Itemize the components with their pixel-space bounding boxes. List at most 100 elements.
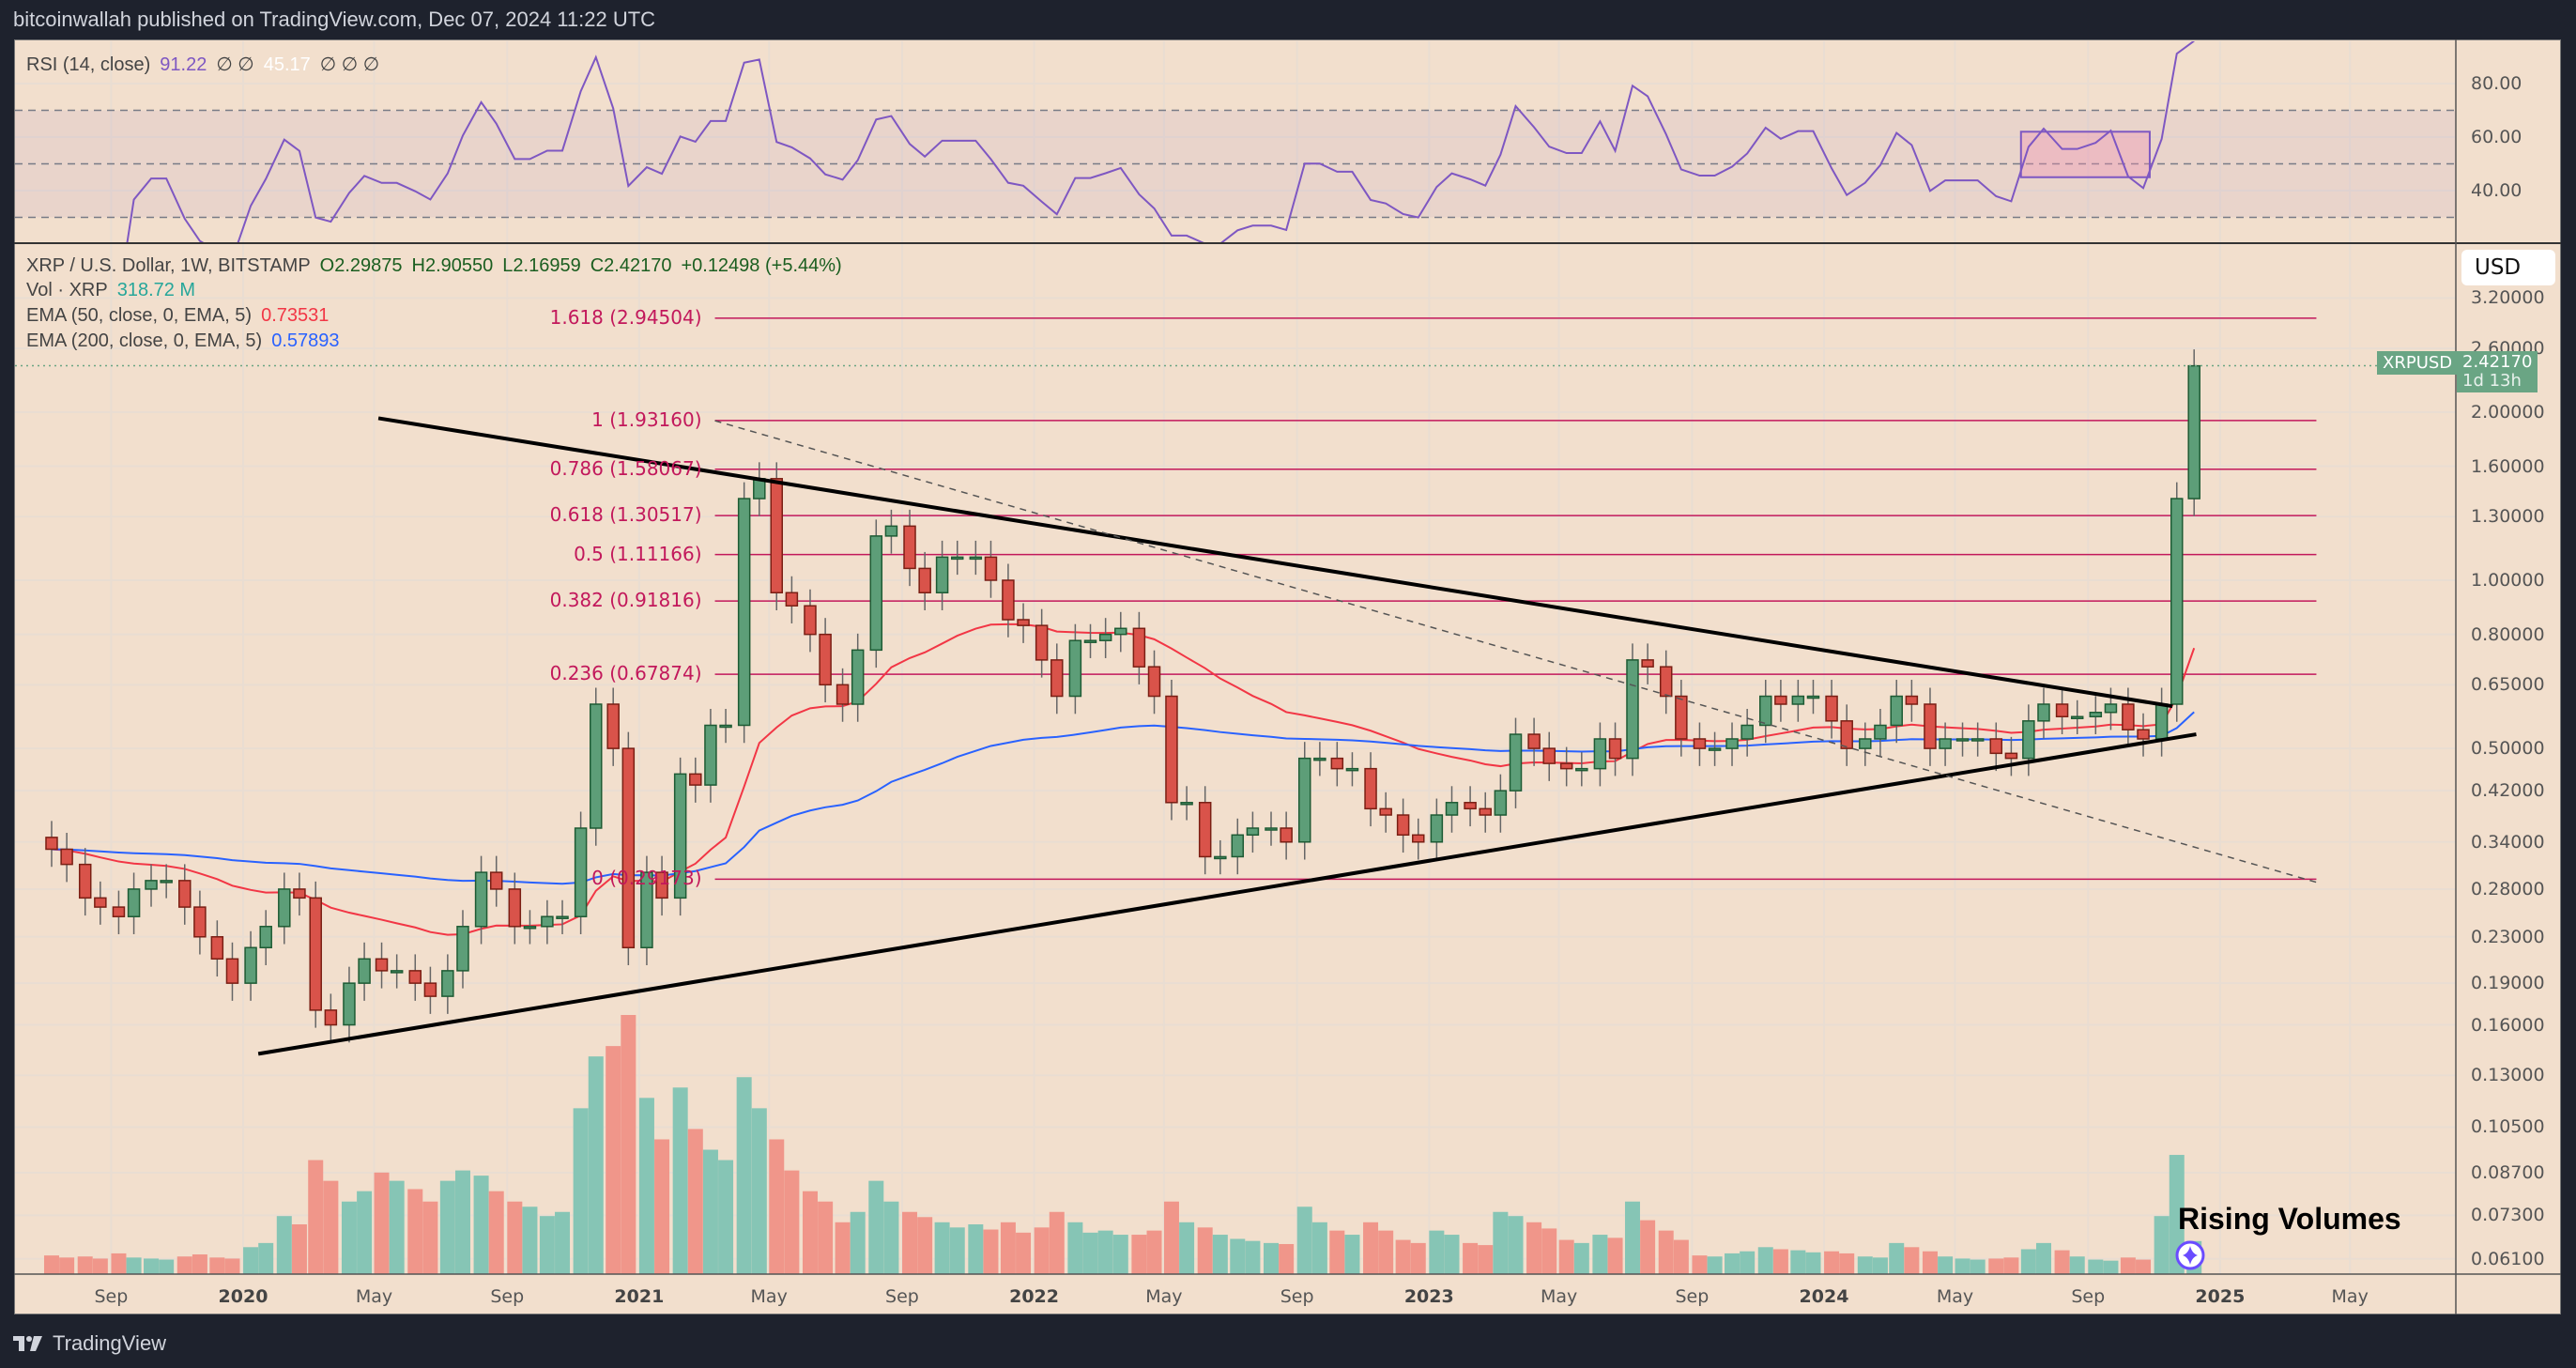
volume-bar <box>276 1216 292 1274</box>
volume-bar <box>1197 1227 1213 1274</box>
currency-button[interactable]: USD <box>2461 250 2555 285</box>
candle <box>309 897 322 1011</box>
volume-bar <box>126 1257 142 1274</box>
candle <box>903 525 916 570</box>
volume-bar <box>621 1015 636 1274</box>
candle <box>1890 695 1903 727</box>
ema50-label: EMA (50, close, 0, EMA, 5) <box>26 305 253 326</box>
candle <box>112 906 126 917</box>
candle <box>1083 639 1097 643</box>
volume-bar <box>243 1247 259 1274</box>
candle <box>869 535 883 652</box>
candle <box>704 724 717 786</box>
price-tick-label: 1.00000 <box>2471 570 2545 591</box>
volume-bar <box>1938 1256 1954 1274</box>
time-tick-label: 2020 <box>218 1286 268 1307</box>
candle <box>969 556 983 561</box>
candle <box>489 871 503 890</box>
ema50-legend[interactable]: EMA (50, close, 0, EMA, 5) 0.73531 <box>26 305 338 327</box>
volume-label: Vol · XRP <box>26 280 108 300</box>
time-tick-label: May <box>2331 1286 2369 1307</box>
volume-bar <box>1410 1242 1426 1274</box>
fib-level-label: 0 (0.29173) <box>591 867 702 890</box>
candle <box>1246 827 1260 837</box>
rising-volumes-icon[interactable] <box>2175 1240 2205 1270</box>
volume-bar <box>638 1098 654 1274</box>
candle <box>673 773 687 899</box>
time-tick-label: 2022 <box>1009 1286 1060 1307</box>
volume-bar <box>92 1258 108 1274</box>
volume-bar <box>439 1180 455 1274</box>
candle <box>60 848 73 866</box>
candle <box>1626 659 1639 760</box>
candle <box>2022 720 2035 760</box>
candle <box>851 649 865 705</box>
rsi-range-box <box>2019 131 2151 178</box>
candle <box>1989 738 2003 755</box>
rsi-null-values-2: ∅ ∅ ∅ <box>319 54 380 75</box>
volume-bar <box>1805 1252 1821 1274</box>
volume-legend[interactable]: Vol · XRP 318.72 M <box>26 280 205 301</box>
candle <box>1068 639 1082 698</box>
price-tick-label: 0.19000 <box>2471 973 2545 994</box>
symbol-legend[interactable]: XRP / U.S. Dollar, 1W, BITSTAMP O2.29875 H… <box>26 255 851 277</box>
price-tick-label: 1.30000 <box>2471 506 2545 528</box>
candle <box>689 773 702 786</box>
volume-bar <box>1839 1253 1855 1274</box>
volume-bar <box>1790 1250 1806 1274</box>
candle <box>2154 703 2169 740</box>
volume-bar <box>144 1258 160 1274</box>
volume-bar <box>1872 1257 1888 1274</box>
candle <box>1430 814 1444 843</box>
volume-bar <box>224 1258 240 1274</box>
rsi-tick-label: 80.00 <box>2471 73 2522 94</box>
candle <box>1859 738 1872 749</box>
candle <box>2170 498 2184 705</box>
candle <box>1509 733 1523 792</box>
price-tick-label: 0.50000 <box>2471 738 2545 760</box>
candle <box>640 871 653 949</box>
volume-bar <box>1493 1211 1509 1274</box>
candle <box>2004 752 2018 760</box>
volume-bar <box>1067 1222 1083 1274</box>
volume-bar <box>2120 1257 2136 1274</box>
candle <box>408 970 422 984</box>
time-tick-label: May <box>750 1286 788 1307</box>
volume-bar <box>1230 1238 1246 1274</box>
price-tick-label: 0.34000 <box>2471 831 2545 853</box>
candle <box>293 888 306 899</box>
candle <box>2037 703 2050 722</box>
last-price-tag: 2.42170 1d 13h <box>2457 351 2538 392</box>
volume-bar <box>573 1108 589 1274</box>
footer-brand[interactable]: TradingView <box>13 1331 166 1356</box>
candles <box>45 349 2200 1043</box>
volume-bar <box>2088 1259 2104 1274</box>
candle <box>1542 747 1556 764</box>
time-tick-label: Sep <box>94 1286 129 1307</box>
candle <box>1050 659 1064 698</box>
rising-volumes-annotation[interactable]: Rising Volumes <box>2178 1202 2401 1236</box>
candle <box>590 703 603 829</box>
candle <box>178 880 192 908</box>
volume-bar <box>1363 1222 1379 1274</box>
fib-level-label: 0.786 (1.58067) <box>549 456 702 480</box>
volume-bar <box>77 1256 93 1274</box>
volume-bar <box>1311 1222 1327 1274</box>
candle <box>719 724 732 729</box>
volume-bar <box>1725 1253 1740 1274</box>
chart-frame[interactable] <box>14 39 2561 1314</box>
candle <box>1939 738 1952 749</box>
rsi-value: 91.22 <box>160 54 207 75</box>
ema200-legend[interactable]: EMA (200, close, 0, EMA, 5) 0.57893 <box>26 330 349 352</box>
volume-bar <box>1624 1201 1640 1274</box>
candle <box>2187 364 2200 500</box>
volume-bar <box>769 1139 785 1274</box>
ema200-value: 0.57893 <box>271 330 340 351</box>
volume-bar <box>1463 1242 1479 1274</box>
trendlines[interactable] <box>15 364 2456 1056</box>
volume-bar <box>407 1189 423 1274</box>
rsi-legend[interactable]: RSI (14, close) 91.22 ∅ ∅ 45.17 ∅ ∅ ∅ <box>26 53 389 76</box>
volume-bar <box>488 1191 504 1274</box>
candle <box>804 605 817 636</box>
